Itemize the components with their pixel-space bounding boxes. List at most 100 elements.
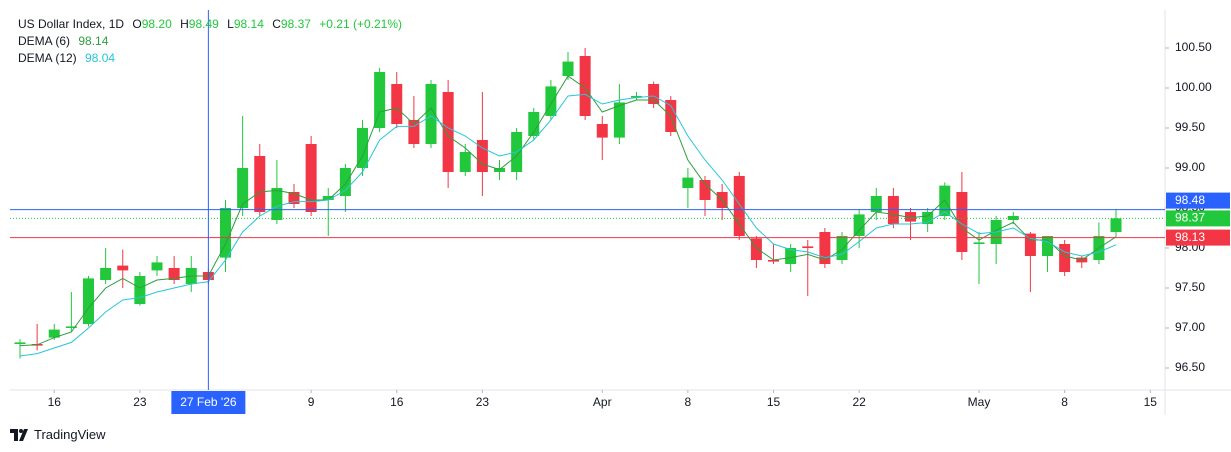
candle-body — [836, 236, 848, 260]
candle-body — [220, 208, 232, 258]
candle-body — [648, 84, 660, 104]
candle-body — [853, 214, 865, 236]
candle-body — [254, 156, 266, 212]
ohlc-letter: H — [180, 17, 189, 31]
candle-body — [357, 128, 369, 168]
x-tick-label: Apr — [593, 395, 612, 409]
overlays: 27 Feb '26 98.48 98.37 98.13 — [10, 10, 1230, 414]
candle-body — [168, 268, 180, 280]
candle-body — [545, 86, 557, 116]
candle-body — [528, 112, 540, 136]
candle-body — [100, 268, 112, 280]
y-tick-label: 100.00 — [1175, 80, 1212, 94]
legend-entry[interactable]: DEMA (6) 98.14 — [18, 33, 402, 50]
candle-body — [408, 120, 420, 144]
candle-body — [48, 329, 60, 338]
x-tick-label: 16 — [48, 395, 62, 409]
candle-body — [442, 92, 454, 172]
candle-body — [562, 61, 574, 76]
candle-body — [579, 56, 591, 116]
candle-body — [151, 262, 163, 271]
candle-body — [14, 342, 26, 344]
candle-body — [973, 242, 985, 244]
candle-body — [459, 152, 471, 172]
candle-body — [1110, 218, 1122, 232]
candle-body — [425, 84, 437, 144]
y-tick-label: 100.50 — [1175, 40, 1212, 54]
legend-value: 98.14 — [78, 34, 109, 48]
dema-line — [19, 93, 1117, 357]
candle-body — [768, 260, 780, 262]
ohlc-row: US Dollar Index, 1D O98.20 H98.49 L98.14… — [18, 16, 402, 33]
x-tick-label: 15 — [1144, 395, 1158, 409]
legend-name: DEMA (6) — [18, 34, 71, 48]
candle-body — [237, 168, 249, 208]
y-tick-label: 96.50 — [1175, 360, 1205, 374]
symbol: US Dollar Index, 1D — [18, 17, 125, 31]
ohlc-value: 98.20 — [141, 17, 172, 31]
y-tick-label: 99.50 — [1175, 120, 1205, 134]
x-tick-label: 9 — [308, 395, 315, 409]
legend-entry[interactable]: DEMA (12) 98.04 — [18, 50, 402, 67]
x-tick-label: 15 — [767, 395, 781, 409]
x-tick-label: 8 — [685, 395, 692, 409]
candle-body — [1007, 216, 1019, 220]
ohlc-letter: L — [227, 17, 234, 31]
legend-value: 98.04 — [85, 51, 116, 65]
change: +0.21 (+0.21%) — [319, 17, 402, 31]
x-tick-label: May — [968, 395, 991, 409]
candle-body — [733, 176, 745, 236]
candle-body — [65, 326, 77, 328]
x-tick-label: 22 — [852, 395, 866, 409]
candle-body — [613, 102, 625, 138]
candle-body — [322, 196, 334, 200]
dema-line — [19, 75, 1117, 347]
candle-body — [391, 84, 403, 124]
x-tick-label: 16 — [390, 395, 404, 409]
x-tick-label: 8 — [1061, 395, 1068, 409]
ohlc-value: 98.49 — [188, 17, 219, 31]
candle-body — [956, 192, 968, 252]
candle-body — [134, 276, 146, 304]
ohlc-value: 98.37 — [280, 17, 311, 31]
crosshair-y-label: 98.48 — [1175, 193, 1205, 207]
x-tick-label: 23 — [476, 395, 490, 409]
candle-body — [1059, 244, 1071, 272]
candle-body — [870, 196, 882, 212]
candle-body — [1024, 233, 1036, 256]
candle-body — [819, 232, 831, 264]
candles — [14, 48, 1122, 359]
crosshair-x-label: 27 Feb '26 — [180, 395, 237, 409]
candle-body — [699, 180, 711, 200]
y-tick-label: 99.00 — [1175, 160, 1205, 174]
brand-name: TradingView — [34, 427, 106, 442]
legend-name: DEMA (12) — [18, 51, 77, 65]
price-line-box — [1166, 210, 1230, 227]
crosshair-x-box — [171, 391, 246, 414]
ohlc-letter: O — [132, 17, 142, 31]
candle-body — [631, 96, 643, 98]
candle-body — [374, 72, 386, 128]
candle-body — [117, 265, 129, 271]
x-tick-label: 23 — [133, 395, 147, 409]
brand-logo — [10, 428, 28, 441]
candle-body — [802, 246, 814, 248]
candle-body — [305, 144, 317, 212]
candle-body — [271, 188, 283, 220]
candle-body — [922, 212, 934, 224]
candle-body — [1042, 236, 1054, 256]
candle-body — [905, 212, 917, 222]
candle-body — [682, 177, 694, 188]
ohlc-letter: C — [272, 17, 281, 31]
brand[interactable]: TradingView — [10, 427, 106, 442]
y-tick-label: 97.00 — [1175, 320, 1205, 334]
indicators — [19, 75, 1117, 357]
crosshair-y-box — [1166, 192, 1230, 209]
candle-body — [476, 140, 488, 172]
y-tick-label: 97.50 — [1175, 280, 1205, 294]
ohlc-value: 98.14 — [233, 17, 264, 31]
candle-body — [750, 238, 762, 260]
candle-body — [288, 192, 300, 204]
